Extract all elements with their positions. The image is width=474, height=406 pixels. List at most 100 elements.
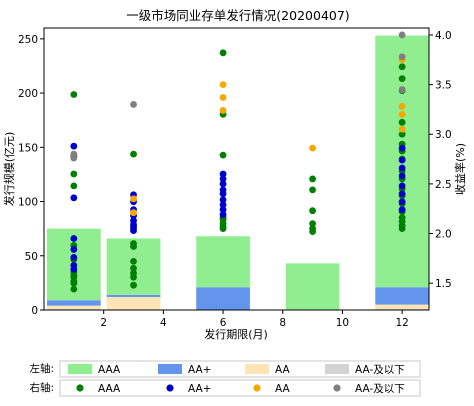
legend-label-left: AA: [275, 364, 290, 376]
legend-marker-right-AA-: [333, 384, 341, 392]
legend-label-left: AA+: [188, 364, 211, 376]
point-AA+-1m: [70, 253, 78, 261]
point-AA--12m: [398, 53, 406, 61]
point-AAA-9m: [309, 207, 317, 215]
point-AA+-6m: [219, 206, 227, 214]
point-AA+-12m: [398, 190, 406, 198]
bar-AA+-12m: [375, 287, 429, 305]
point-AAA-3m: [130, 243, 137, 250]
point-AAA-9m: [309, 220, 317, 228]
legend-marker-right-AA+: [166, 384, 174, 392]
point-AA+-1m: [70, 194, 78, 202]
point-AA--3m: [130, 101, 137, 108]
point-AA-12m: [398, 110, 406, 118]
point-AA+-12m: [398, 172, 406, 180]
x-tick-label: 12: [395, 317, 408, 329]
point-AAA-12m: [398, 118, 406, 126]
x-tick-label: 6: [220, 317, 227, 329]
point-AA+-6m: [219, 196, 227, 204]
legend-marker-right-AA: [253, 384, 261, 392]
point-AAA-9m: [309, 186, 317, 194]
bar-AA--1m: [46, 308, 101, 310]
y-right-tick-label: 2.5: [435, 179, 452, 191]
point-AAA-12m: [398, 225, 406, 232]
point-AA+-12m: [398, 164, 406, 172]
point-AAA-6m: [219, 151, 227, 159]
point-AA+-1m: [70, 142, 78, 150]
point-AAA-9m: [309, 175, 317, 183]
legend-swatch-left-AA-: [325, 364, 349, 374]
legend-swatch-left-AAA: [68, 364, 92, 374]
legend-right-box: [59, 379, 421, 397]
point-AAA-1m: [70, 182, 78, 190]
y-right-tick-label: 3.5: [435, 80, 452, 92]
point-AA+-3m: [130, 227, 137, 234]
point-AAA-3m: [130, 257, 137, 265]
point-AAA-3m: [130, 281, 137, 289]
y-left-tick-label: 50: [25, 251, 38, 263]
bar-AAA-9m: [285, 263, 340, 310]
y-left-tick-label: 150: [18, 142, 38, 154]
point-AA+-12m: [398, 206, 406, 214]
y-right-tick-label: 4.0: [435, 30, 452, 42]
point-AAA-6m: [219, 49, 227, 57]
point-AA--12m: [398, 86, 406, 93]
point-AA--1m: [70, 154, 78, 162]
point-AAA-6m: [219, 225, 227, 232]
point-AA+-6m: [219, 170, 227, 178]
legend-label-right: AAA: [98, 383, 121, 395]
legend-right-axis-label: 右轴:: [29, 381, 54, 394]
point-AA--12m: [398, 31, 406, 39]
y-axis-label-left: 发行规模(亿元): [2, 132, 16, 207]
legend-swatch-left-AA+: [158, 364, 182, 374]
legend-label-right: AA: [275, 383, 290, 395]
point-AA-12m: [398, 103, 406, 110]
legend-swatch-left-AA: [245, 364, 269, 374]
point-AA+-6m: [219, 180, 227, 188]
point-AAA-12m: [398, 130, 406, 138]
legend-label-right: AA+: [188, 383, 211, 395]
bar-AA-1m: [46, 305, 101, 309]
point-AA+-6m: [219, 211, 227, 219]
point-AAA-3m: [130, 150, 137, 158]
y-right-tick-label: 1.5: [435, 278, 452, 290]
point-AA+-1m: [70, 246, 78, 253]
point-AA-3m: [130, 195, 137, 203]
y-left-tick-label: 100: [18, 197, 38, 209]
point-AA+-12m: [398, 156, 406, 164]
y-left-tick-label: 200: [18, 88, 38, 100]
x-tick-label: 10: [336, 317, 349, 329]
y-right-tick-label: 3.0: [435, 129, 452, 141]
point-AA-6m: [219, 94, 227, 101]
x-tick-label: 2: [100, 317, 107, 329]
point-AA+-12m: [398, 144, 406, 152]
y-left-tick-label: 250: [18, 34, 38, 46]
bar-AA+-3m: [106, 294, 161, 297]
legend-label-right: AA-及以下: [355, 383, 405, 395]
point-AA+-1m: [70, 235, 78, 242]
point-AAA-12m: [398, 75, 406, 83]
bar-AA+-6m: [196, 287, 250, 310]
point-AAA-9m: [309, 228, 317, 235]
bar-AA+-1m: [46, 300, 101, 306]
legend-marker-right-AAA: [76, 384, 84, 392]
point-AA-12m: [398, 125, 406, 133]
point-AAA-1m: [70, 170, 78, 178]
x-tick-label: 4: [160, 317, 167, 329]
legend: 左轴: 右轴: AAA AA+ AA AA-及以下 AAA AA+ AA AA-及以下: [29, 360, 421, 397]
legend-label-left: AAA: [98, 364, 121, 376]
plot-area: [46, 31, 429, 310]
point-AAA-3m: [130, 273, 137, 281]
plot-frame: [43, 27, 430, 311]
x-axis-label: 发行期限(月): [204, 327, 268, 341]
point-AA-6m: [219, 81, 227, 88]
point-AAA-1m: [70, 279, 78, 287]
y-right-tick-label: 2.0: [435, 229, 452, 241]
point-AA+-1m: [70, 265, 78, 273]
legend-label-left: AA-及以下: [355, 364, 405, 376]
chart-title: 一级市场同业存单发行情况(20200407): [126, 8, 349, 23]
point-AA+-6m: [219, 175, 227, 183]
bar-AA--12m: [375, 308, 429, 310]
point-AAA-1m: [70, 285, 78, 293]
